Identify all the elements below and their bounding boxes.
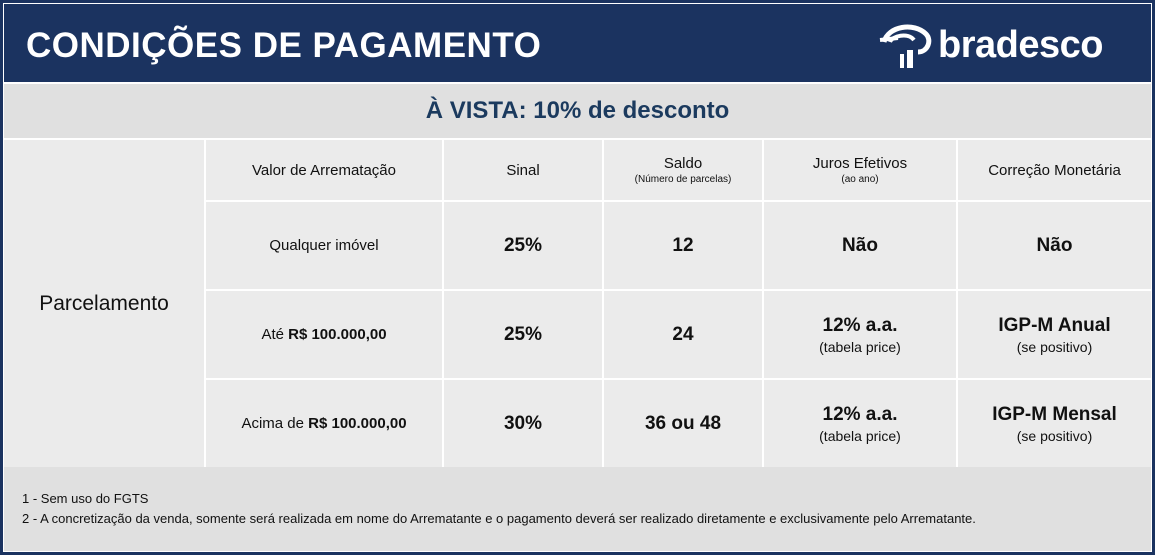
column-header: Saldo (Número de parcelas): [604, 140, 762, 200]
column-header: Valor de Arrematação: [206, 140, 442, 200]
bradesco-logo: bradesco: [878, 20, 1103, 70]
valor-cell: Qualquer imóvel: [206, 202, 442, 289]
valor-cell: Acima de R$ 100.000,00: [206, 380, 442, 467]
juros-note: (tabela price): [819, 338, 901, 355]
juros-value: 12% a.a.: [822, 314, 898, 336]
correcao-note: (se positivo): [1016, 427, 1093, 444]
juros-cell: Não: [764, 202, 956, 289]
saldo-cell: 12: [604, 202, 762, 289]
saldo-cell: 24: [604, 291, 762, 378]
column-label: Correção Monetária: [988, 161, 1121, 179]
footnote: 1 - Sem uso do FGTS: [22, 491, 149, 506]
column-header: Sinal: [444, 140, 602, 200]
bradesco-tree-icon: [879, 24, 932, 68]
valor-cell: Até R$ 100.000,00: [206, 291, 442, 378]
valor-prefix: Qualquer imóvel: [269, 237, 379, 254]
column-sublabel: (ao ano): [841, 174, 879, 185]
valor-prefix: Acima de: [241, 415, 304, 432]
payment-conditions-card: CONDIÇÕES DE PAGAMENTO bradesco À VISTA:…: [3, 3, 1152, 552]
installment-table: Parcelamento Valor de Arrematação Sinal …: [4, 140, 1151, 467]
column-label: Saldo: [663, 155, 703, 172]
juros-cell: 12% a.a. (tabela price): [764, 380, 956, 467]
valor-prefix: Até: [261, 326, 284, 343]
cash-discount-banner: À VISTA: 10% de desconto: [4, 84, 1151, 138]
sinal-cell: 25%: [444, 291, 602, 378]
sinal-cell: 30%: [444, 380, 602, 467]
valor-amount: R$ 100.000,00: [288, 326, 387, 343]
page-title: CONDIÇÕES DE PAGAMENTO: [26, 26, 542, 65]
saldo-cell: 36 ou 48: [604, 380, 762, 467]
correcao-cell: Não: [958, 202, 1151, 289]
row-label: Parcelamento: [4, 140, 204, 467]
column-label: Juros Efetivos: [812, 155, 908, 172]
correcao-value: IGP-M Mensal: [992, 403, 1117, 425]
correcao-cell: IGP-M Mensal (se positivo): [958, 380, 1151, 467]
juros-note: (tabela price): [819, 427, 901, 444]
correcao-value: IGP-M Anual: [998, 314, 1111, 336]
footnotes: 1 - Sem uso do FGTS 2 - A concretização …: [4, 467, 1151, 551]
juros-cell: 12% a.a. (tabela price): [764, 291, 956, 378]
column-sublabel: (Número de parcelas): [634, 174, 732, 185]
sinal-cell: 25%: [444, 202, 602, 289]
correcao-cell: IGP-M Anual (se positivo): [958, 291, 1151, 378]
header: CONDIÇÕES DE PAGAMENTO bradesco: [4, 4, 1151, 82]
valor-amount: R$ 100.000,00: [308, 415, 407, 432]
column-label: Valor de Arrematação: [252, 161, 396, 179]
column-header: Juros Efetivos (ao ano): [764, 140, 956, 200]
footnote: 2 - A concretização da venda, somente se…: [22, 511, 976, 526]
column-header: Correção Monetária: [958, 140, 1151, 200]
column-label: Sinal: [506, 161, 540, 179]
juros-value: 12% a.a.: [822, 403, 898, 425]
correcao-note: (se positivo): [1016, 338, 1093, 355]
